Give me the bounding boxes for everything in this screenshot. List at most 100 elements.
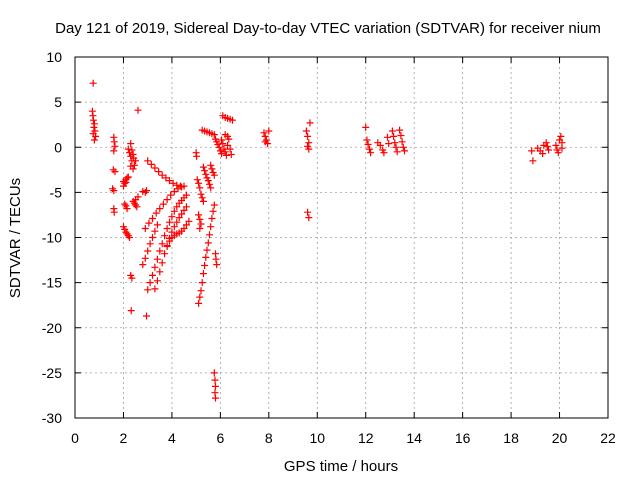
data-point-marker: [210, 201, 218, 209]
data-point-marker: [127, 162, 135, 170]
data-point-marker: [143, 187, 150, 195]
x-tick-label: 16: [455, 430, 471, 446]
data-point-marker: [126, 234, 133, 241]
data-point-marker: [399, 143, 407, 151]
data-point-marker: [151, 285, 159, 293]
data-point-marker: [145, 219, 153, 227]
data-point-marker: [528, 147, 536, 155]
y-axis-tick-labels: 10 5 0 -5 -10 -15 -20 -25 -30: [42, 49, 62, 426]
data-point-marker: [225, 135, 233, 143]
data-point-marker: [229, 116, 236, 124]
x-tick-label: 14: [406, 430, 422, 446]
data-point-marker: [155, 168, 163, 176]
data-point-marker: [180, 206, 188, 214]
data-point-marker: [130, 161, 138, 169]
data-point-marker: [542, 139, 550, 147]
data-point-marker: [554, 149, 562, 157]
data-point-marker: [178, 183, 186, 191]
data-point-marker: [557, 132, 565, 140]
data-point-marker: [398, 138, 406, 146]
data-point-marker: [168, 213, 176, 221]
data-point-marker: [539, 150, 547, 158]
data-point-marker: [206, 231, 213, 239]
data-point-marker: [124, 145, 132, 153]
data-point-marker: [305, 145, 313, 153]
data-point-marker: [208, 165, 216, 173]
y-tick-label: -25: [42, 365, 62, 381]
data-point-marker: [167, 191, 175, 199]
data-point-marker: [163, 225, 171, 232]
data-point-marker: [151, 164, 159, 172]
data-point-marker: [134, 193, 142, 201]
data-point-marker: [149, 234, 156, 241]
x-tick-label: 6: [216, 430, 224, 446]
data-point-marker: [552, 141, 560, 149]
data-point-marker: [204, 239, 212, 247]
data-point-marker: [175, 214, 183, 222]
data-point-marker: [173, 203, 181, 211]
data-point-marker: [213, 261, 221, 269]
y-tick-label: -15: [42, 275, 62, 291]
data-point-marker: [141, 254, 149, 262]
data-point-marker: [219, 140, 227, 148]
data-point-marker: [396, 126, 404, 134]
data-point-marker: [147, 160, 155, 168]
data-point-marker: [199, 197, 207, 205]
data-point-marker: [144, 286, 152, 294]
x-tick-label: 4: [168, 430, 176, 446]
data-point-marker: [141, 225, 149, 232]
data-point-marker: [156, 268, 164, 276]
data-point-marker: [110, 208, 118, 216]
y-tick-label: -20: [42, 320, 62, 336]
x-axis-title: GPS time / hours: [284, 458, 398, 475]
data-point-marker: [207, 161, 215, 169]
data-point-marker: [128, 157, 136, 165]
data-point-marker: [180, 225, 188, 232]
data-point-marker: [89, 116, 97, 124]
data-point-marker: [89, 79, 97, 87]
data-point-marker: [210, 171, 218, 179]
data-point-marker: [152, 209, 160, 217]
data-point-marker: [127, 152, 135, 160]
data-point-marker: [170, 207, 178, 215]
data-point-marker: [384, 133, 391, 141]
data-point-marker: [210, 369, 218, 377]
data-point-marker: [261, 138, 269, 146]
data-point-marker: [545, 146, 553, 154]
x-tick-label: 10: [309, 430, 325, 446]
data-point-marker: [170, 188, 178, 195]
data-point-marker: [196, 215, 204, 223]
data-point-marker: [215, 143, 223, 151]
data-point-marker: [195, 179, 203, 187]
data-point-marker: [153, 255, 161, 263]
data-point-marker: [529, 157, 537, 165]
x-tick-label: 18: [503, 430, 519, 446]
data-point-marker: [376, 141, 384, 149]
data-point-marker: [161, 232, 169, 240]
data-point-marker: [265, 127, 273, 135]
data-point-marker: [185, 217, 193, 225]
data-point-marker: [161, 250, 169, 258]
data-point-marker: [392, 143, 400, 151]
data-point-marker: [393, 148, 401, 156]
x-axis-tick-labels: 0 2 4 6 8 10 12 14 16 18 20 22: [71, 430, 616, 446]
data-point-marker: [222, 151, 230, 159]
data-point-marker: [159, 200, 167, 208]
data-point-marker: [543, 142, 551, 150]
data-point-marker: [144, 157, 152, 165]
data-point-marker: [126, 149, 133, 157]
x-tick-label: 0: [71, 430, 79, 446]
data-point-marker: [195, 211, 203, 219]
data-point-marker: [198, 194, 206, 202]
y-tick-label: -10: [42, 230, 62, 246]
data-point-marker: [149, 215, 156, 222]
data-point-marker: [305, 139, 313, 147]
data-point-marker: [227, 151, 235, 158]
data-point-marker: [128, 274, 136, 282]
data-point-marker: [109, 166, 117, 174]
y-axis-title: SDTVAR / TECUs: [7, 178, 24, 298]
data-point-marker: [306, 119, 314, 127]
data-point-marker: [196, 225, 204, 232]
data-point-marker: [197, 287, 205, 295]
data-point-marker: [166, 218, 173, 226]
